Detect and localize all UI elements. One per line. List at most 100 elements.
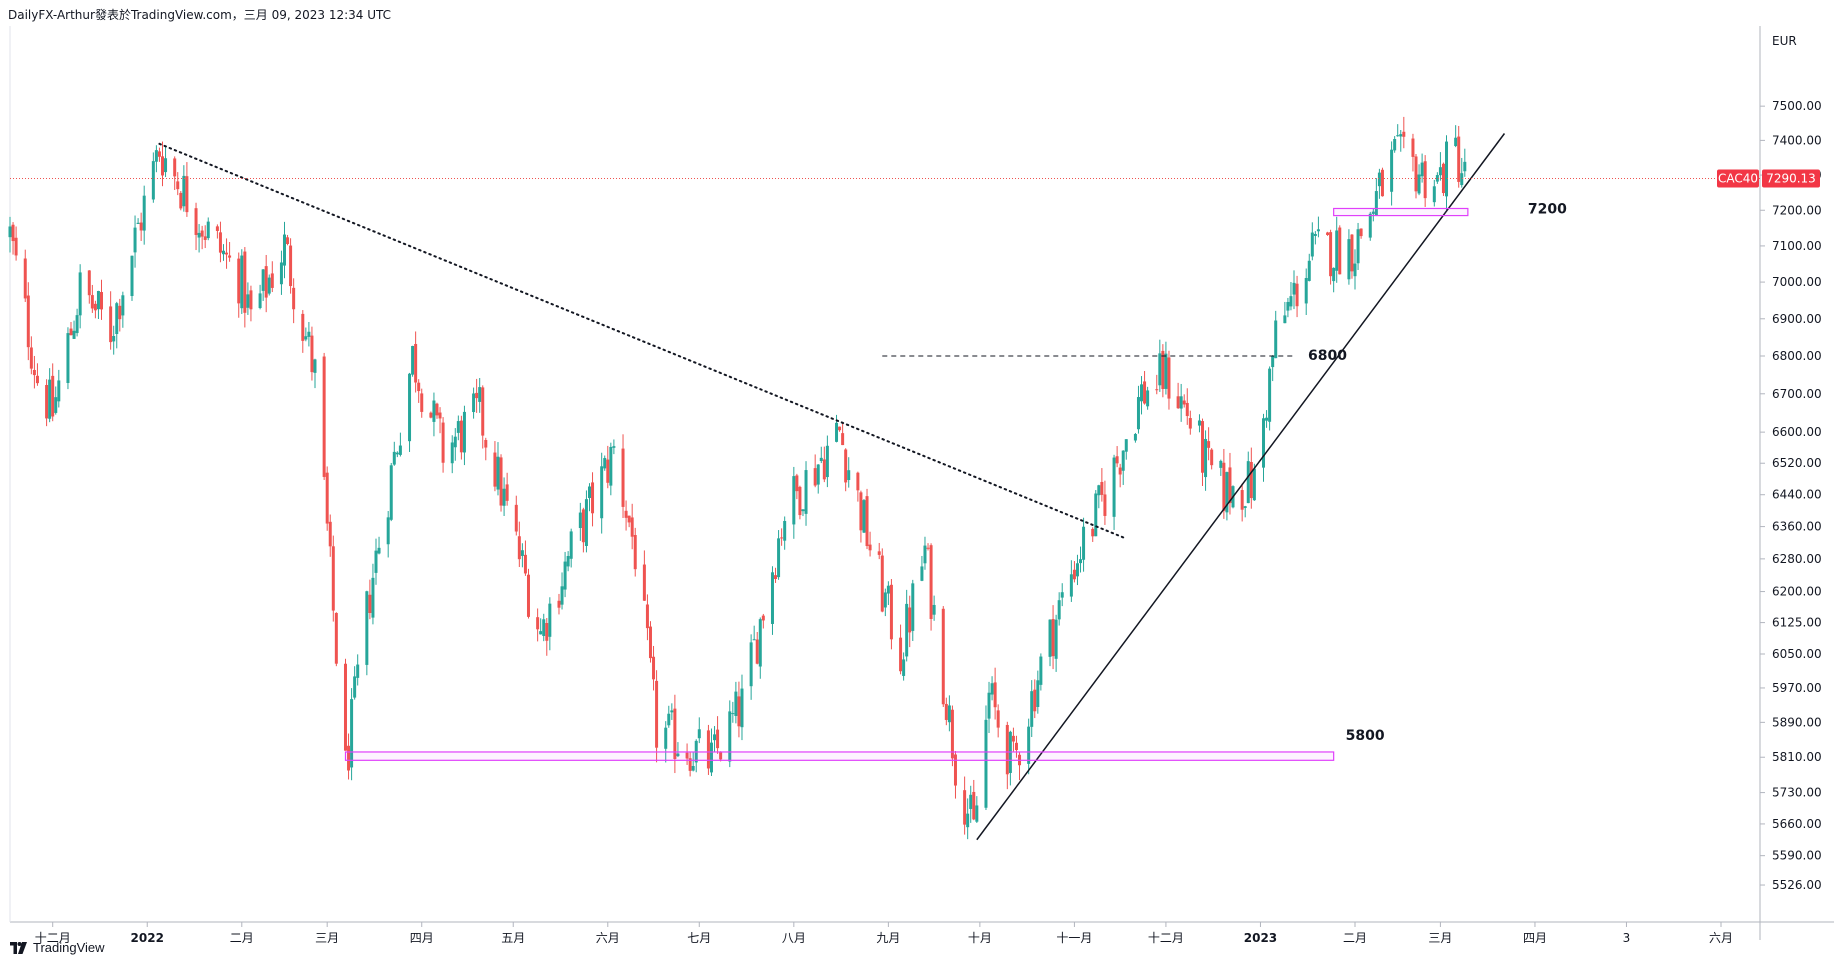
candle-up (569, 531, 573, 559)
candle-down (536, 617, 540, 630)
time-axis[interactable]: 十二月 2022 二月 三月 四月 五月 六月 七月 八月 九月 十月 十一月 十二月 2023 二月 三月 四… (35, 922, 1733, 945)
candle-down (1295, 283, 1299, 307)
candle-down (865, 496, 869, 547)
candle-up (411, 345, 415, 375)
price-tick-label: 6200.00 (1772, 585, 1822, 599)
candle-up (258, 293, 262, 309)
candle-up (353, 676, 357, 698)
price-tick-label: 5590.00 (1772, 849, 1822, 863)
candle-up (847, 470, 851, 480)
level-7200-label: 7200 (1528, 201, 1567, 217)
candle-up (862, 500, 866, 533)
candle-down (237, 258, 241, 304)
candle-up (713, 734, 717, 741)
candle-down (1402, 131, 1406, 137)
candle-up (691, 766, 695, 771)
candle-up (432, 400, 436, 422)
candle-down (774, 575, 778, 580)
last-price-tag (1762, 169, 1820, 188)
currency-label: EUR (1772, 34, 1797, 48)
candle-up (112, 336, 116, 342)
candle-up (1057, 600, 1061, 620)
candle-up (1454, 137, 1458, 147)
downtrend-line[interactable] (158, 142, 1128, 540)
support-zone-5800[interactable] (344, 751, 1335, 761)
candle-up (1054, 619, 1058, 659)
candle-down (1103, 494, 1107, 516)
candle-down (706, 730, 710, 769)
candle-down (1091, 528, 1095, 537)
candle-up (542, 619, 546, 636)
price-tick-label: 5970.00 (1772, 681, 1822, 695)
candle-down (688, 758, 692, 771)
candle-down (325, 472, 329, 524)
candle-up (1396, 135, 1400, 137)
price-tick-label: 7000.00 (1772, 275, 1822, 289)
candle-down (1161, 350, 1165, 390)
candle-up (1265, 417, 1269, 421)
candle-down (1240, 490, 1244, 510)
candle-down (517, 536, 521, 560)
candle-up (496, 456, 500, 490)
candle-down (1115, 456, 1119, 464)
candle-down (822, 459, 826, 480)
candle-up (1060, 592, 1064, 598)
candle-up (182, 175, 186, 207)
candle-down (1441, 163, 1445, 194)
time-tick-label: 三月 (1428, 931, 1452, 945)
candle-down (523, 554, 527, 574)
candle-down (655, 680, 659, 748)
candle-up (1048, 619, 1052, 657)
candle-down (505, 484, 509, 501)
candle-down (14, 237, 18, 256)
candle-down (1338, 227, 1342, 275)
candle-up (923, 545, 927, 564)
candle-up (1225, 472, 1229, 513)
candle-up (1271, 356, 1275, 368)
candle-up (734, 691, 738, 716)
candle-up (664, 727, 668, 749)
candle-up (54, 397, 58, 413)
candle-up (246, 294, 250, 308)
candle-up (1292, 282, 1296, 295)
candle-up (221, 250, 225, 255)
candle-down (322, 356, 326, 477)
candle-down (435, 403, 439, 416)
candle-up (728, 711, 732, 762)
candle-up (697, 729, 701, 739)
candle-up (539, 631, 543, 635)
support-zone-7200[interactable] (1333, 207, 1469, 217)
candle-up (1307, 260, 1311, 281)
candle-up (1393, 139, 1397, 151)
price-axis[interactable]: 7500.007400.007300.007200.007100.007000.… (1760, 99, 1822, 892)
candle-up (206, 221, 210, 239)
candle-up (584, 499, 588, 546)
candle-down (1207, 441, 1211, 448)
candle-up (1390, 149, 1394, 192)
candle-up (392, 451, 396, 465)
candle-up (304, 336, 308, 340)
candle-down (1457, 136, 1461, 182)
tradingview-branding[interactable]: TradingView (10, 940, 105, 955)
candle-up (1036, 680, 1040, 707)
time-tick-label: 十二月 (35, 931, 71, 945)
candle-up (350, 699, 354, 768)
candle-down (1188, 418, 1192, 429)
tradingview-brand-text: TradingView (33, 940, 105, 955)
candle-down (51, 375, 55, 417)
time-tick-label: 四月 (410, 931, 434, 945)
uptrend-line[interactable] (976, 133, 1506, 841)
candle-up (1304, 278, 1308, 304)
price-tick-label: 6520.00 (1772, 456, 1822, 470)
candle-up (142, 195, 146, 231)
candle-down (420, 393, 424, 412)
candle-down (859, 492, 863, 531)
candle-up (154, 150, 158, 162)
candle-up (709, 742, 713, 773)
candle-down (438, 412, 442, 419)
candle-up (66, 333, 70, 383)
candle-up (1417, 174, 1421, 194)
time-tick-label: 五月 (501, 931, 525, 945)
candle-up (1353, 263, 1357, 277)
